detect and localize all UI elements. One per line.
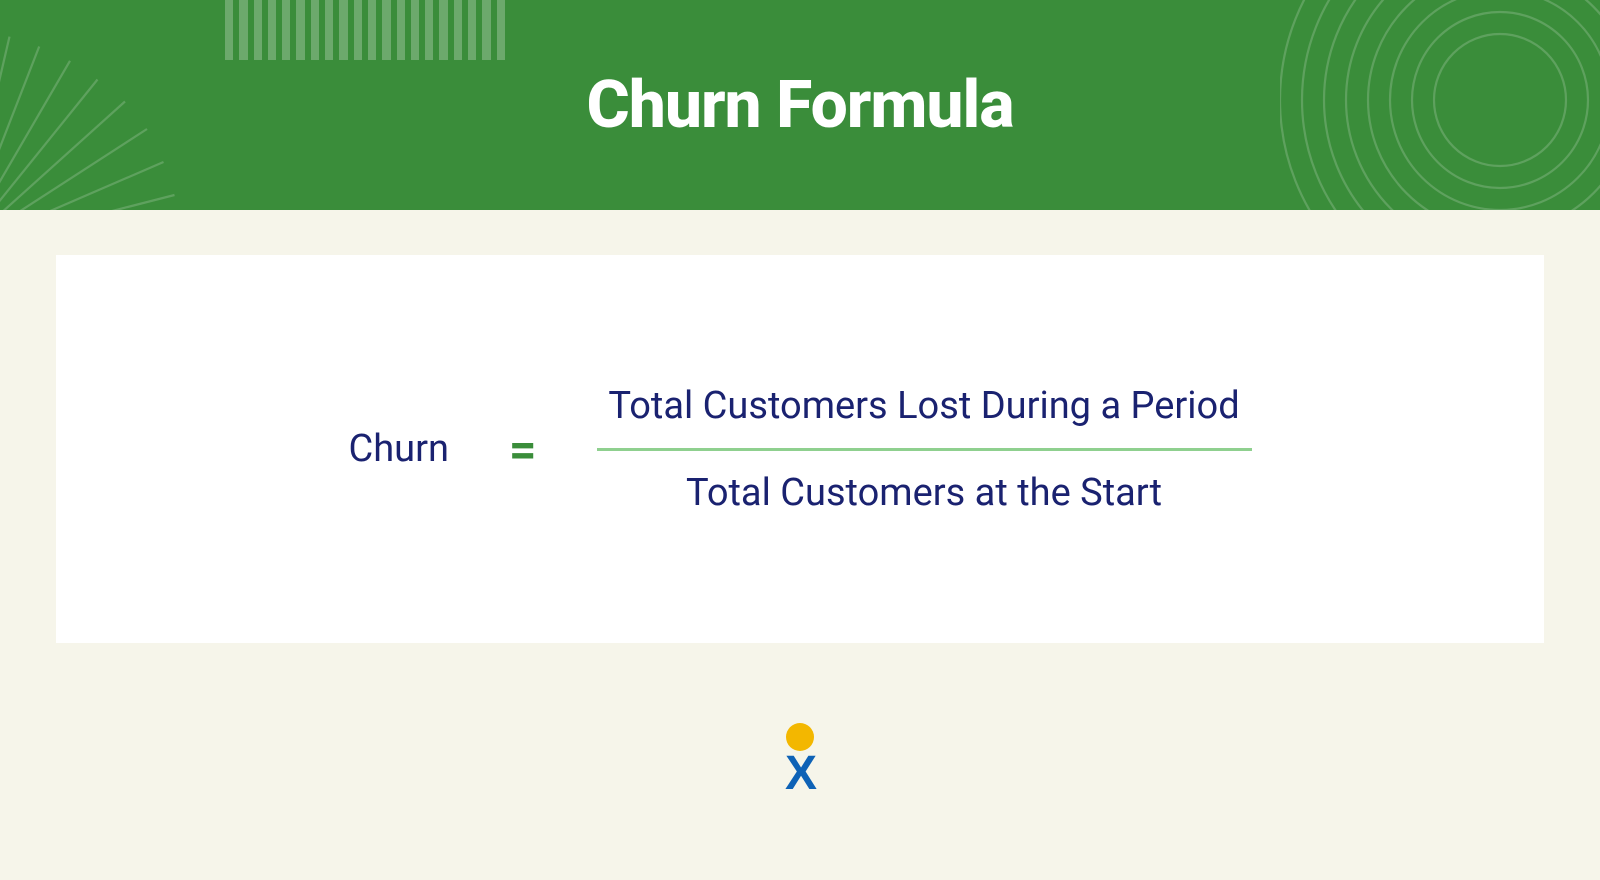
header-fan-decoration [0, 30, 180, 210]
formula-card: Churn = Total Customers Lost During a Pe… [56, 255, 1544, 643]
header-arcs-decoration [1280, 0, 1600, 210]
logo-x-icon: X [785, 755, 815, 793]
formula-numerator: Total Customers Lost During a Period [608, 384, 1239, 428]
formula-fraction: Total Customers Lost During a Period Tot… [597, 384, 1252, 515]
page-body: Churn = Total Customers Lost During a Pe… [0, 210, 1600, 880]
brand-logo: X [785, 723, 815, 793]
formula-lhs: Churn [348, 427, 448, 471]
header-stripes-decoration [225, 0, 505, 60]
formula-equals: = [509, 421, 537, 478]
header-banner: Churn Formula [0, 0, 1600, 210]
page-title: Churn Formula [586, 67, 1013, 144]
formula-divider [597, 448, 1252, 451]
formula-denominator: Total Customers at the Start [686, 471, 1162, 515]
